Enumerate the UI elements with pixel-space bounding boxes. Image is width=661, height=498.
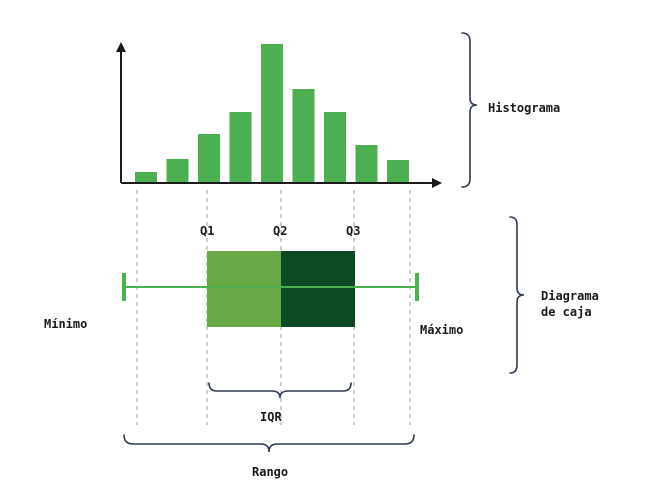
box-q2-q3 xyxy=(281,251,355,327)
box-q1-q2 xyxy=(207,251,281,327)
q2-label: Q2 xyxy=(273,224,288,238)
histogram-bar xyxy=(198,134,220,182)
whisker-cap-min xyxy=(122,273,126,301)
histogram-bar xyxy=(135,172,157,182)
histogram-bar xyxy=(355,145,378,182)
range-label: Rango xyxy=(252,465,289,479)
brace-range xyxy=(123,434,415,453)
histogram-bar xyxy=(166,159,189,182)
x-axis-arrow xyxy=(432,178,442,188)
boxplot-label-line1: Diagrama xyxy=(541,289,599,303)
histogram-label: Histograma xyxy=(488,101,561,115)
q3-label: Q3 xyxy=(346,224,361,238)
box-plot xyxy=(122,251,419,327)
brace-boxplot xyxy=(509,216,525,374)
max-label: Máximo xyxy=(420,323,464,337)
y-axis-arrow xyxy=(116,42,126,52)
histogram-bar xyxy=(261,44,283,182)
iqr-label: IQR xyxy=(260,410,282,424)
histogram-bar xyxy=(324,112,346,182)
histogram-bar xyxy=(387,160,409,182)
guide-lines xyxy=(136,190,411,425)
brace-iqr xyxy=(208,382,352,399)
histogram-bar xyxy=(229,112,252,182)
histogram-bar xyxy=(292,89,315,182)
whisker-cap-max xyxy=(415,273,419,301)
boxplot-label-line2: de caja xyxy=(541,305,592,319)
min-label: Mínimo xyxy=(44,317,88,331)
q1-label: Q1 xyxy=(200,224,215,238)
histogram-bars xyxy=(135,44,409,182)
brace-histogram xyxy=(461,32,478,188)
histogram-axes xyxy=(116,42,442,188)
braces xyxy=(123,32,525,453)
